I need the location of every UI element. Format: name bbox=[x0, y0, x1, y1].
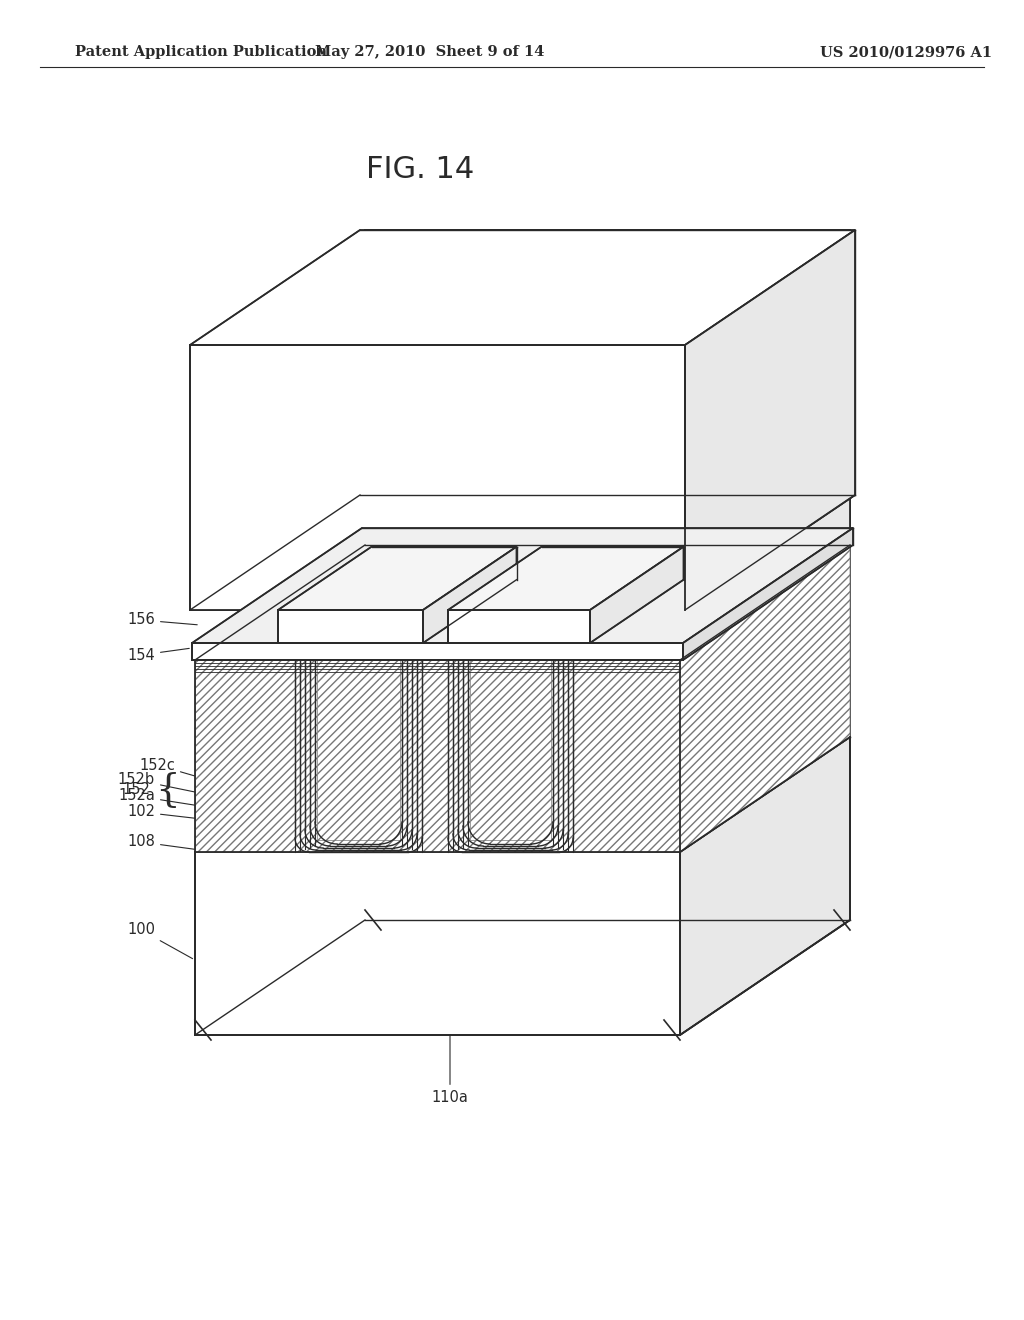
Polygon shape bbox=[680, 230, 850, 610]
Polygon shape bbox=[685, 230, 855, 610]
Text: 152a: 152a bbox=[118, 788, 299, 821]
Polygon shape bbox=[195, 737, 850, 851]
Text: 152: 152 bbox=[122, 783, 150, 797]
Text: {: { bbox=[156, 771, 180, 808]
Text: 152c: 152c bbox=[139, 758, 309, 809]
Polygon shape bbox=[190, 230, 855, 345]
Polygon shape bbox=[190, 495, 855, 610]
Polygon shape bbox=[195, 851, 680, 1035]
Polygon shape bbox=[423, 546, 516, 643]
Text: FIG. 14: FIG. 14 bbox=[366, 156, 474, 185]
Text: US 2010/0129976 A1: US 2010/0129976 A1 bbox=[820, 45, 992, 59]
Polygon shape bbox=[281, 610, 420, 612]
Text: 152b: 152b bbox=[118, 772, 304, 814]
Polygon shape bbox=[278, 610, 423, 643]
Polygon shape bbox=[451, 610, 587, 612]
Text: 154: 154 bbox=[127, 648, 189, 663]
Polygon shape bbox=[449, 610, 590, 643]
Polygon shape bbox=[195, 660, 680, 851]
Polygon shape bbox=[278, 546, 516, 610]
Text: 156: 156 bbox=[127, 612, 198, 627]
Polygon shape bbox=[449, 546, 683, 610]
Text: 110a: 110a bbox=[431, 1018, 468, 1105]
Text: May 27, 2010  Sheet 9 of 14: May 27, 2010 Sheet 9 of 14 bbox=[315, 45, 545, 59]
Text: 108: 108 bbox=[127, 834, 198, 850]
Text: 100: 100 bbox=[127, 923, 193, 958]
Text: Patent Application Publication: Patent Application Publication bbox=[75, 45, 327, 59]
Polygon shape bbox=[680, 545, 850, 851]
Polygon shape bbox=[590, 546, 683, 643]
Polygon shape bbox=[680, 545, 850, 851]
Polygon shape bbox=[680, 737, 850, 1035]
Polygon shape bbox=[193, 643, 683, 660]
Polygon shape bbox=[193, 528, 853, 643]
Polygon shape bbox=[365, 737, 850, 920]
Polygon shape bbox=[683, 528, 853, 660]
Polygon shape bbox=[317, 660, 400, 840]
Polygon shape bbox=[365, 545, 850, 737]
Text: 102: 102 bbox=[127, 804, 294, 830]
Polygon shape bbox=[190, 345, 685, 610]
Polygon shape bbox=[365, 230, 850, 540]
Polygon shape bbox=[470, 660, 551, 840]
